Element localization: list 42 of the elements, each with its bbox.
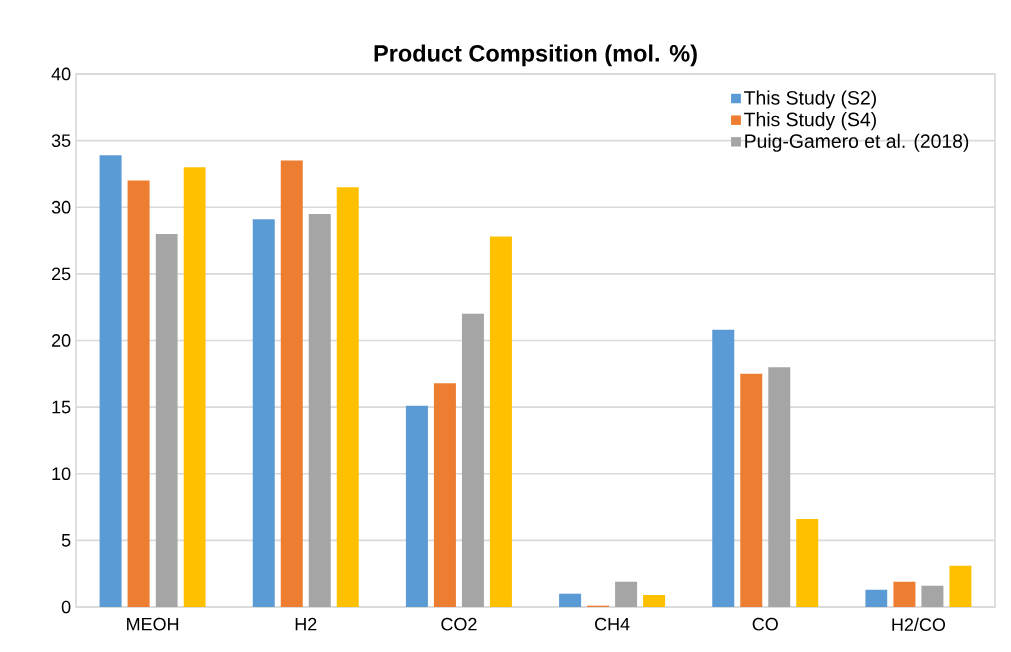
bar [489, 236, 512, 607]
bar [768, 367, 791, 607]
bar [712, 329, 735, 607]
y-tick-label: 20 [52, 334, 71, 347]
y-tick-label: 35 [51, 134, 71, 147]
bar [127, 180, 150, 607]
bar [615, 581, 638, 607]
bar [336, 187, 359, 607]
bar [99, 155, 122, 607]
y-tick-label: 30 [51, 200, 71, 214]
bar [559, 593, 582, 607]
y-tick-label: 15 [52, 400, 71, 414]
bar [796, 519, 819, 607]
x-tick-label: CH4 [595, 617, 630, 631]
bar [740, 373, 763, 607]
legend-label: Puig-Gamero et al. (2018) [745, 133, 969, 152]
bar [252, 219, 275, 607]
bar [155, 233, 178, 607]
y-tick-label: 5 [61, 534, 71, 547]
bar [433, 383, 456, 607]
bar [280, 160, 303, 607]
x-tick-label: CO2 [441, 617, 477, 631]
x-tick-label: H2/CO [892, 617, 946, 631]
bar [865, 589, 888, 607]
bar [308, 213, 331, 607]
bar [893, 581, 916, 607]
bar [949, 565, 972, 607]
legend-label: This Study (S4) [744, 112, 876, 131]
y-tick-label: 40 [51, 67, 71, 81]
x-tick-label: MEOH [127, 617, 179, 631]
legend-label: This Study (S2) [744, 90, 876, 109]
y-tick-label: 25 [52, 267, 71, 281]
y-tick-label: 0 [61, 600, 71, 614]
bar [405, 405, 428, 607]
bar [183, 167, 206, 607]
x-tick-label: H2 [295, 617, 317, 631]
bar [921, 585, 944, 607]
x-tick-label: CO [752, 617, 778, 631]
chart-title: Product Compsition (mol. %) [374, 44, 697, 67]
bar [461, 313, 484, 607]
bar [643, 595, 666, 607]
y-tick-label: 10 [52, 467, 71, 481]
